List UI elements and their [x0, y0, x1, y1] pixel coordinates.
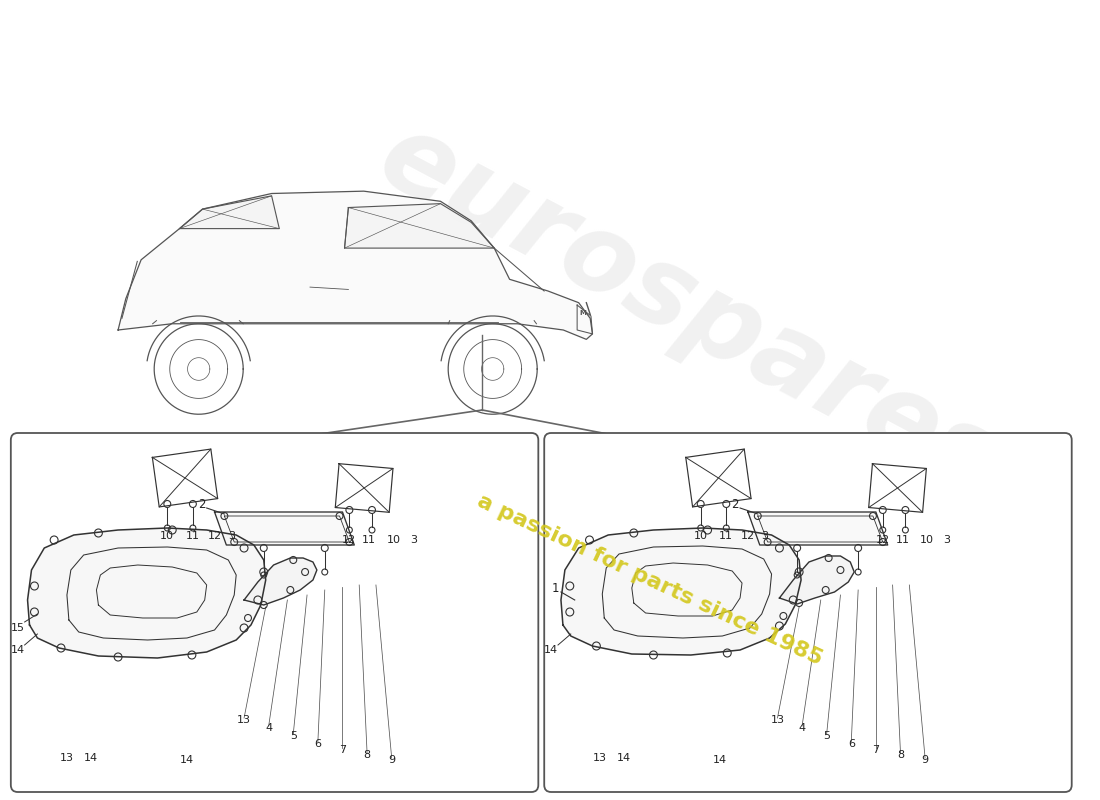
Text: 12: 12: [208, 531, 221, 541]
Text: 14: 14: [84, 753, 98, 763]
Text: 6: 6: [315, 739, 321, 749]
Text: 13: 13: [238, 715, 251, 725]
Text: 10: 10: [694, 531, 707, 541]
Text: 11: 11: [719, 531, 734, 541]
Text: 7: 7: [872, 745, 879, 755]
Text: 11: 11: [362, 535, 376, 545]
Polygon shape: [780, 556, 855, 604]
Text: 9: 9: [388, 755, 395, 765]
Text: 6: 6: [848, 739, 855, 749]
Text: 4: 4: [799, 723, 805, 733]
Text: 3: 3: [761, 531, 768, 541]
Polygon shape: [336, 464, 393, 512]
Polygon shape: [244, 558, 317, 605]
Text: 3: 3: [410, 535, 417, 545]
Text: 12: 12: [342, 535, 356, 545]
Text: 7: 7: [339, 745, 346, 755]
Polygon shape: [561, 528, 801, 655]
Text: 14: 14: [617, 753, 631, 763]
Polygon shape: [179, 196, 279, 229]
Polygon shape: [28, 528, 266, 658]
Text: 13: 13: [593, 753, 607, 763]
Text: 5: 5: [823, 731, 830, 741]
Polygon shape: [153, 449, 218, 507]
Text: 1: 1: [551, 582, 559, 594]
Text: 8: 8: [363, 750, 371, 760]
Text: 10: 10: [920, 535, 934, 545]
Text: 14: 14: [180, 755, 194, 765]
Text: 9: 9: [922, 755, 928, 765]
Polygon shape: [685, 449, 751, 507]
Text: 13: 13: [59, 753, 74, 763]
Polygon shape: [344, 204, 494, 248]
Text: 8: 8: [896, 750, 904, 760]
Text: 5: 5: [289, 731, 297, 741]
Polygon shape: [748, 512, 888, 545]
Polygon shape: [869, 464, 926, 512]
Text: 11: 11: [895, 535, 910, 545]
Text: 12: 12: [741, 531, 755, 541]
Text: 11: 11: [186, 531, 200, 541]
FancyBboxPatch shape: [11, 433, 538, 792]
Text: a passion for parts since 1985: a passion for parts since 1985: [474, 491, 825, 669]
Text: 13: 13: [770, 715, 784, 725]
Polygon shape: [118, 191, 593, 339]
Text: 10: 10: [387, 535, 400, 545]
Text: eurospares: eurospares: [362, 102, 1016, 518]
Text: 4: 4: [265, 723, 272, 733]
Text: 10: 10: [161, 531, 174, 541]
Text: 14: 14: [544, 645, 558, 655]
Text: 3: 3: [943, 535, 950, 545]
Polygon shape: [214, 512, 354, 545]
Text: M: M: [579, 310, 586, 316]
Text: 14: 14: [11, 645, 25, 655]
FancyBboxPatch shape: [544, 433, 1071, 792]
Text: 2: 2: [198, 498, 206, 511]
Text: 12: 12: [876, 535, 890, 545]
Text: 2: 2: [732, 498, 739, 511]
Text: 3: 3: [228, 531, 234, 541]
Text: 15: 15: [11, 623, 24, 633]
Text: 14: 14: [713, 755, 727, 765]
